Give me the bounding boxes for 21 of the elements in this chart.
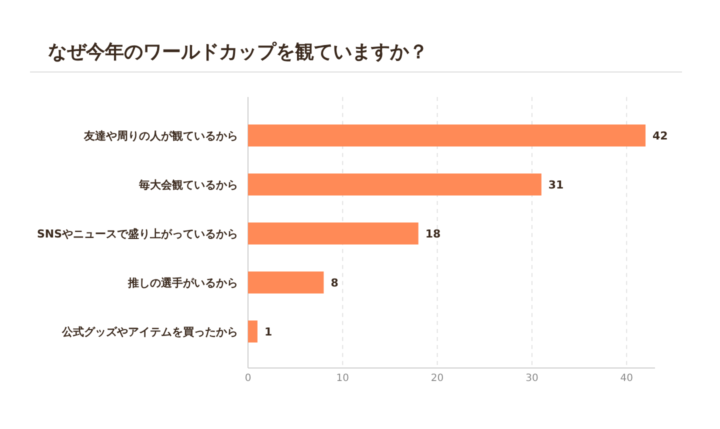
chart-title: なぜ今年のワールドカップを観ていますか？ <box>48 41 428 63</box>
x-tick-label: 10 <box>336 373 350 384</box>
bar <box>248 222 418 244</box>
y-tick-label: 推しの選手がいるから <box>127 276 238 290</box>
bar <box>248 320 258 342</box>
data-label: 18 <box>425 228 441 240</box>
data-label: 8 <box>330 276 338 290</box>
x-tick-label: 0 <box>244 373 252 384</box>
y-tick-label: SNSやニュースで盛り上がっているから <box>36 228 238 240</box>
data-label: 42 <box>652 130 668 142</box>
data-label: 31 <box>548 178 564 192</box>
x-tick-label: 20 <box>430 373 444 384</box>
y-tick-label: 公式グッズやアイテムを買ったから <box>61 326 238 338</box>
bar <box>248 174 542 196</box>
bar <box>248 272 324 294</box>
y-tick-label: 友達や周りの人が観ているから <box>83 130 238 142</box>
bar <box>248 124 646 146</box>
x-tick-label: 30 <box>526 373 538 384</box>
y-tick-label: 毎大会観ているから <box>138 178 238 192</box>
data-label: 1 <box>264 326 272 338</box>
x-tick-label: 40 <box>620 373 633 384</box>
